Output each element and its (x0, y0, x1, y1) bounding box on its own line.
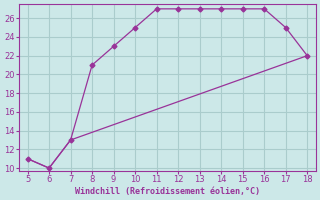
X-axis label: Windchill (Refroidissement éolien,°C): Windchill (Refroidissement éolien,°C) (75, 187, 260, 196)
